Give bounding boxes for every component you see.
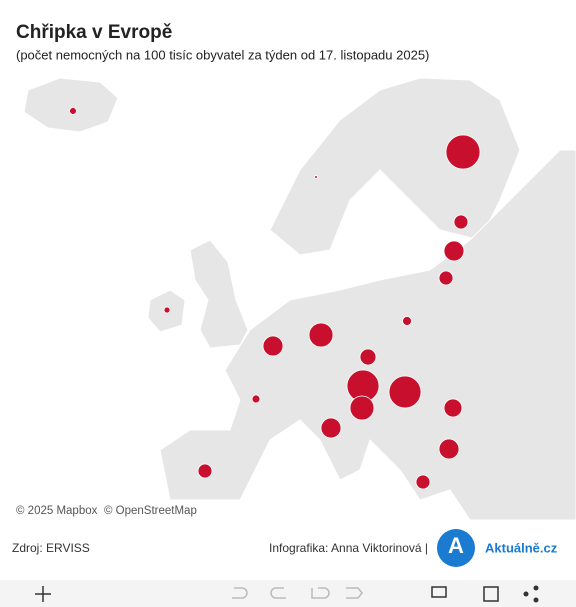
bubble	[445, 134, 481, 170]
bubble	[308, 322, 334, 348]
logo-text: Aktuálně.cz	[485, 540, 558, 555]
fullscreen-icon[interactable]	[483, 586, 499, 602]
share-node	[533, 585, 539, 591]
bubble	[438, 270, 454, 286]
credit: Infografika: Anna Viktorinová |	[269, 541, 428, 555]
bubble	[453, 214, 469, 230]
bubble	[163, 306, 171, 314]
bubble	[251, 394, 261, 404]
bubble	[262, 335, 284, 357]
toolbar-bg	[0, 580, 576, 607]
bubble	[388, 375, 422, 409]
bubble	[359, 348, 377, 366]
bubble	[438, 438, 460, 460]
attribution: © OpenStreetMap	[104, 505, 197, 517]
bubble	[314, 175, 318, 179]
bubble	[320, 417, 342, 439]
title: Chřipka v Evropě	[16, 22, 172, 43]
logo-letter: A	[448, 533, 464, 558]
toolbar	[0, 580, 576, 607]
logo	[437, 529, 475, 567]
source: Zdroj: ERVISS	[12, 541, 90, 555]
share-node[interactable]	[523, 591, 529, 597]
bubbles	[69, 107, 481, 490]
bubble	[443, 240, 465, 262]
redo-icon[interactable]	[270, 587, 286, 599]
revert-icon[interactable]	[311, 587, 330, 599]
attribution: © 2025 Mapbox	[16, 505, 98, 517]
move-icon[interactable]	[35, 586, 51, 602]
bubble	[443, 398, 463, 418]
basemap	[23, 77, 576, 521]
undo-icon[interactable]	[232, 587, 248, 599]
bubble	[415, 474, 431, 490]
refresh-icon[interactable]	[346, 587, 363, 599]
bubble	[402, 316, 412, 326]
bubble	[197, 463, 213, 479]
share-node	[533, 597, 539, 603]
share-icon[interactable]	[431, 586, 447, 598]
subtitle: (počet nemocných na 100 tisíc obyvatel z…	[16, 47, 429, 62]
bubble	[349, 395, 375, 421]
bubble	[69, 107, 77, 115]
